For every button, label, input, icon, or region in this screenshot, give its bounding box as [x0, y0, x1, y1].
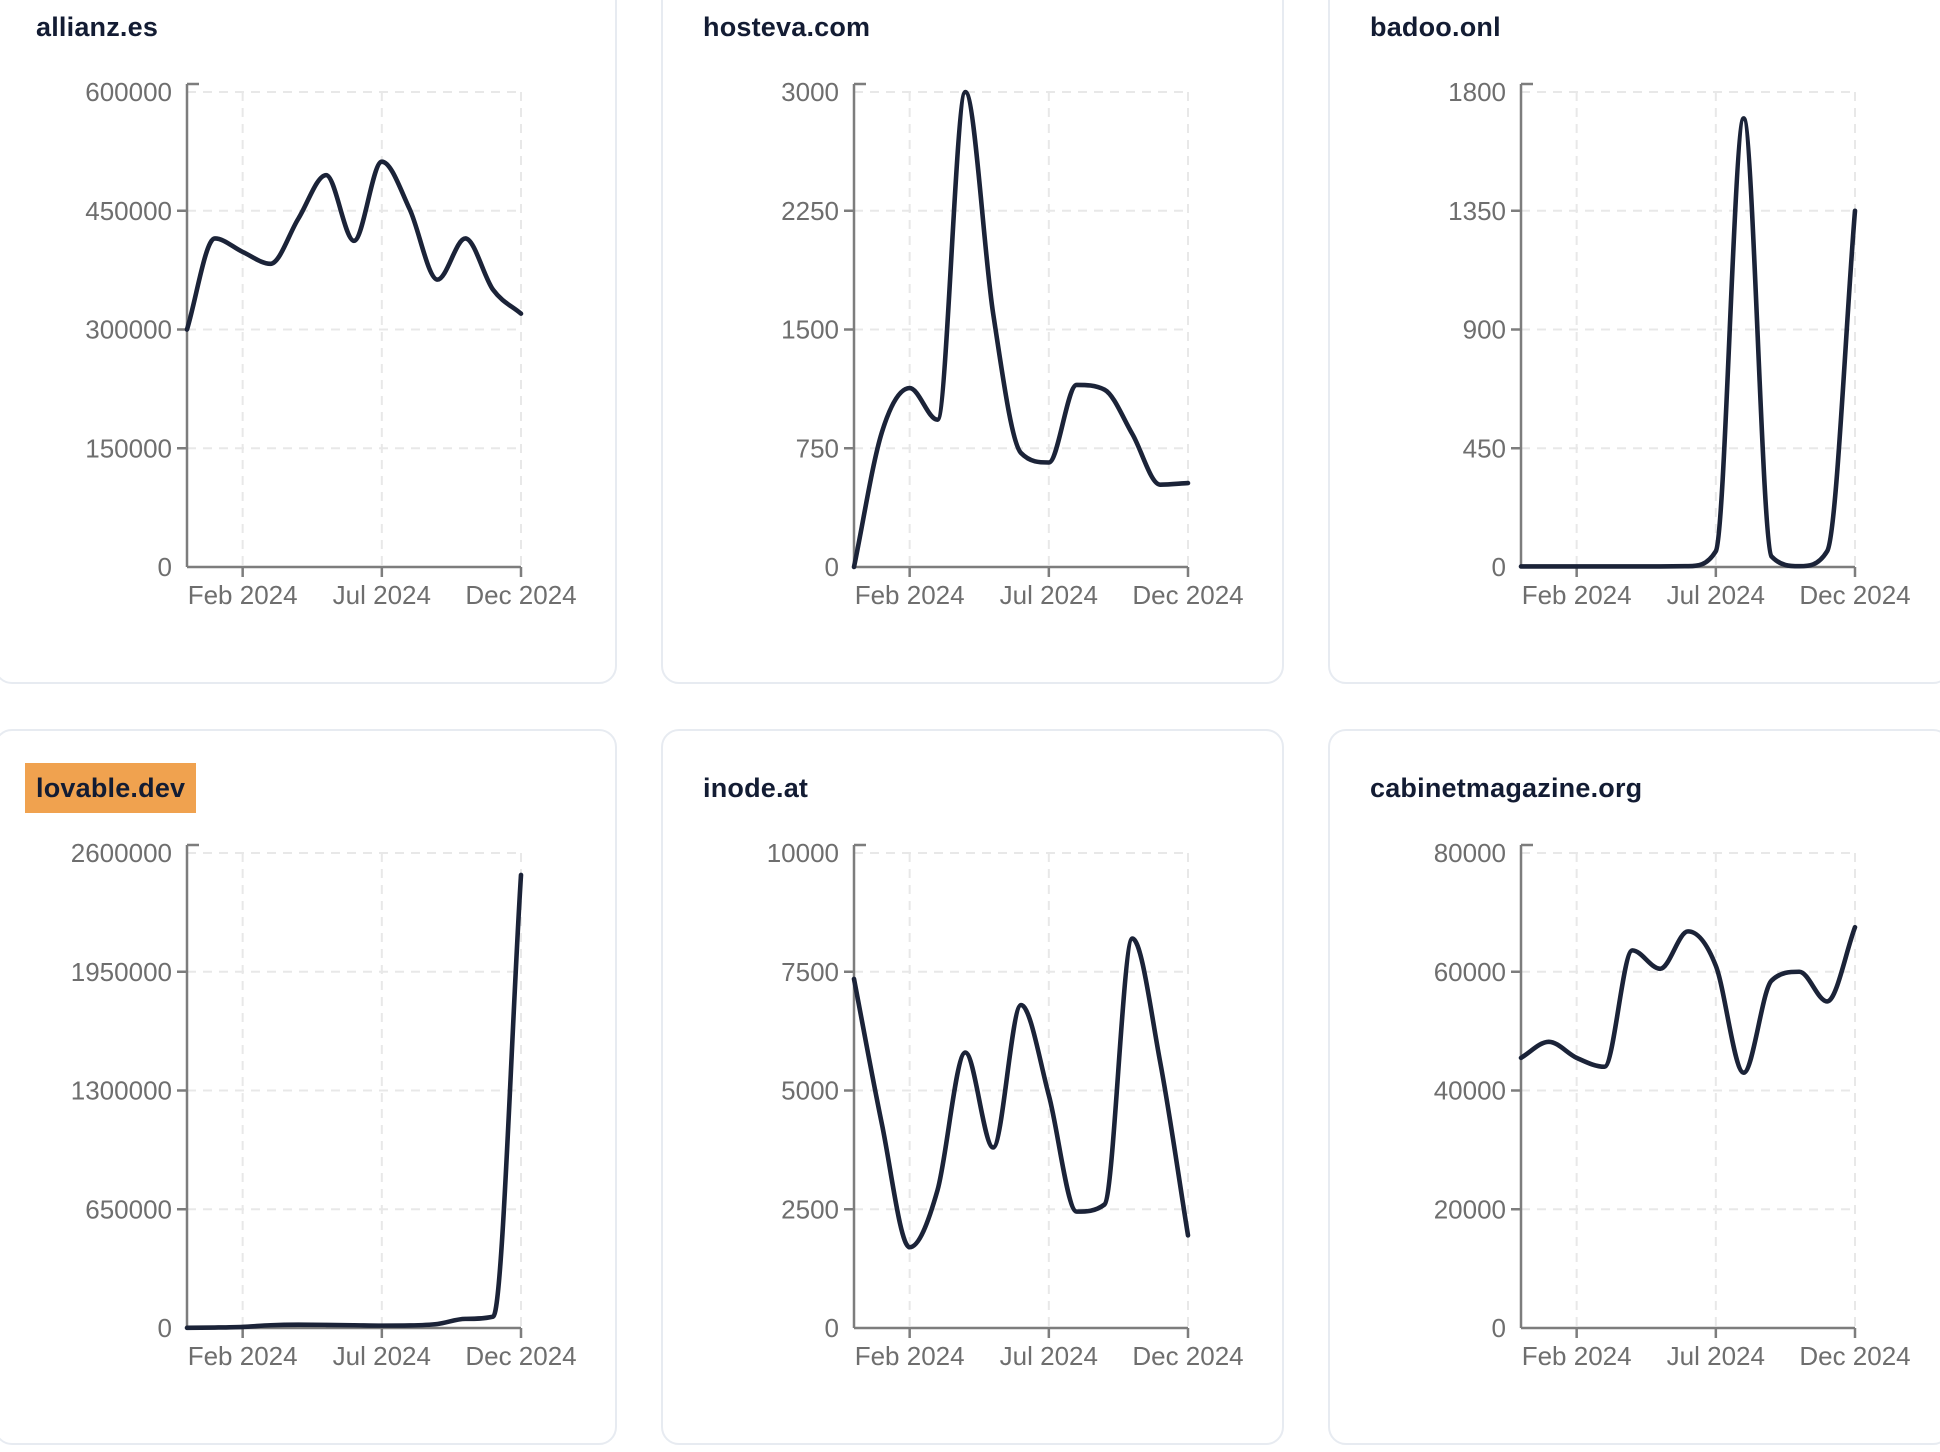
x-tick-label: Jul 2024	[1667, 580, 1765, 610]
domain-label: badoo.onl	[1370, 12, 1501, 42]
y-tick-label: 80000	[1434, 838, 1506, 868]
card-title: lovable.dev	[25, 763, 197, 813]
trend-line	[184, 872, 524, 1331]
trend-line	[1518, 116, 1858, 569]
trend-line	[1518, 924, 1858, 1075]
y-tick-label: 3000	[781, 77, 839, 107]
trend-chart: 0 20000 40000 60000 80000 Feb 2024 Jul 2024 Dec…	[1434, 838, 1911, 1371]
y-tick-label: 900	[1463, 315, 1506, 345]
y-tick-label: 450000	[85, 196, 172, 226]
y-tick-label: 2250	[781, 196, 839, 226]
y-tick-label: 40000	[1434, 1076, 1506, 1106]
y-tick-label: 1350	[1448, 196, 1506, 226]
card-title: inode.at	[703, 773, 808, 804]
x-tick-label: Dec 2024	[465, 1341, 576, 1371]
card-badoo-onl: badoo.onl 0 450 900 1350 1800 Feb 2024 Jul 202…	[1328, 0, 1940, 684]
y-tick-label: 0	[1492, 1313, 1506, 1343]
x-tick-label: Jul 2024	[1000, 580, 1098, 610]
y-tick-label: 450	[1463, 433, 1506, 463]
y-tick-label: 10000	[767, 838, 839, 868]
y-tick-label: 2500	[781, 1194, 839, 1224]
trend-chart: 0 2500 5000 7500 10000 Feb 2024 Jul 2024 Dec 20…	[767, 838, 1244, 1371]
x-tick-label: Feb 2024	[855, 1341, 965, 1371]
x-tick-label: Feb 2024	[188, 580, 298, 610]
trend-chart: 0 650000 1300000 1950000 2600000 Feb 2024 Jul …	[71, 838, 577, 1371]
x-tick-label: Jul 2024	[1667, 1341, 1765, 1371]
card-title: badoo.onl	[1370, 12, 1501, 43]
y-tick-label: 0	[158, 552, 172, 582]
y-tick-label: 0	[1492, 552, 1506, 582]
card-allianz-es: allianz.es 0 150000 300000 450000 600000 Feb …	[0, 0, 617, 684]
card-lovable-dev: lovable.dev 0 650000 1300000 1950000 2600000…	[0, 729, 617, 1445]
y-tick-label: 7500	[781, 957, 839, 987]
y-tick-label: 60000	[1434, 957, 1506, 987]
x-tick-label: Jul 2024	[333, 1341, 431, 1371]
card-title: cabinetmagazine.org	[1370, 773, 1642, 804]
domain-label-highlighted: lovable.dev	[25, 763, 197, 813]
trend-line	[851, 89, 1191, 570]
y-tick-label: 1950000	[71, 957, 172, 987]
y-tick-label: 650000	[85, 1194, 172, 1224]
y-tick-label: 5000	[781, 1076, 839, 1106]
x-tick-label: Feb 2024	[1522, 580, 1632, 610]
x-tick-label: Feb 2024	[855, 580, 965, 610]
x-tick-label: Dec 2024	[465, 580, 576, 610]
card-title: hosteva.com	[703, 12, 870, 43]
domain-label: allianz.es	[36, 12, 159, 42]
y-tick-label: 20000	[1434, 1194, 1506, 1224]
x-tick-label: Jul 2024	[333, 580, 431, 610]
y-tick-label: 600000	[85, 77, 172, 107]
trend-chart: 0 150000 300000 450000 600000 Feb 2024 Jul 202…	[85, 77, 576, 610]
x-tick-label: Feb 2024	[188, 1341, 298, 1371]
y-tick-label: 0	[825, 1313, 839, 1343]
trend-chart: 0 450 900 1350 1800 Feb 2024 Jul 2024 Dec 2024	[1448, 77, 1911, 610]
card-hosteva-com: hosteva.com 0 750 1500 2250 3000 Feb 2024 Jul …	[661, 0, 1284, 684]
y-tick-label: 300000	[85, 315, 172, 345]
y-tick-label: 0	[158, 1313, 172, 1343]
x-tick-label: Dec 2024	[1132, 1341, 1243, 1371]
y-tick-label: 0	[825, 552, 839, 582]
y-tick-label: 1500	[781, 315, 839, 345]
card-cabinetmagazine-org: cabinetmagazine.org 0 20000 40000 60000 8000…	[1328, 729, 1940, 1445]
y-tick-label: 150000	[85, 433, 172, 463]
domain-label: inode.at	[703, 773, 809, 803]
x-tick-label: Dec 2024	[1799, 580, 1910, 610]
card-inode-at: inode.at 0 2500 5000 7500 10000 Feb 2024 Jul 2…	[661, 729, 1284, 1445]
y-tick-label: 2600000	[71, 838, 172, 868]
trend-line	[851, 936, 1191, 1250]
trend-line	[184, 159, 524, 332]
x-tick-label: Dec 2024	[1799, 1341, 1910, 1371]
x-tick-label: Jul 2024	[1000, 1341, 1098, 1371]
card-title: allianz.es	[36, 12, 158, 43]
y-tick-label: 1300000	[71, 1076, 172, 1106]
domain-label: hosteva.com	[703, 12, 871, 42]
x-tick-label: Feb 2024	[1522, 1341, 1632, 1371]
trend-chart: 0 750 1500 2250 3000 Feb 2024 Jul 2024 Dec 2024	[781, 77, 1244, 610]
y-tick-label: 750	[796, 433, 839, 463]
domain-label: cabinetmagazine.org	[1370, 773, 1643, 803]
x-tick-label: Dec 2024	[1132, 580, 1243, 610]
y-tick-label: 1800	[1448, 77, 1506, 107]
